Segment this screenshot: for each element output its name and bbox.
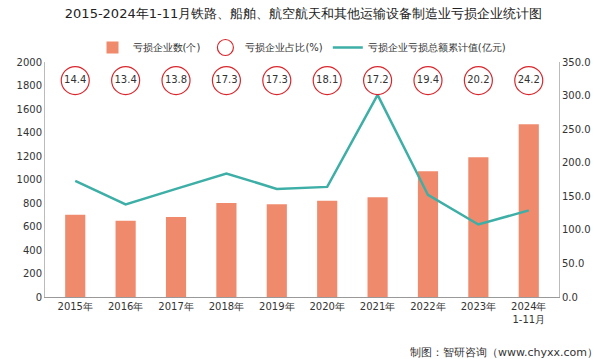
svg-text:14.4: 14.4 bbox=[64, 74, 86, 85]
svg-text:1600: 1600 bbox=[17, 104, 42, 115]
svg-text:800: 800 bbox=[23, 198, 42, 209]
svg-text:17.3: 17.3 bbox=[266, 74, 288, 85]
svg-text:亏损企业占比(%): 亏损企业占比(%) bbox=[245, 42, 322, 53]
svg-text:50.0: 50.0 bbox=[562, 258, 584, 269]
svg-text:2020年: 2020年 bbox=[309, 301, 344, 312]
svg-text:400: 400 bbox=[23, 245, 42, 256]
svg-text:18.1: 18.1 bbox=[316, 74, 338, 85]
svg-text:200: 200 bbox=[23, 268, 42, 279]
svg-text:2018年: 2018年 bbox=[209, 301, 244, 312]
svg-text:1000: 1000 bbox=[17, 174, 42, 185]
svg-text:350.0: 350.0 bbox=[562, 57, 591, 68]
svg-text:1800: 1800 bbox=[17, 80, 42, 91]
svg-text:2019年: 2019年 bbox=[259, 301, 294, 312]
svg-text:600: 600 bbox=[23, 221, 42, 232]
svg-text:2016年: 2016年 bbox=[108, 301, 143, 312]
svg-text:17.3: 17.3 bbox=[215, 74, 237, 85]
svg-text:100.0: 100.0 bbox=[562, 224, 591, 235]
svg-text:17.2: 17.2 bbox=[366, 74, 388, 85]
svg-text:亏损企业亏损总额累计值(亿元): 亏损企业亏损总额累计值(亿元) bbox=[368, 42, 506, 53]
svg-text:2017年: 2017年 bbox=[158, 301, 193, 312]
svg-text:2022年: 2022年 bbox=[410, 301, 445, 312]
svg-text:13.8: 13.8 bbox=[165, 74, 187, 85]
svg-text:20.2: 20.2 bbox=[467, 74, 489, 85]
svg-text:300.0: 300.0 bbox=[562, 90, 591, 101]
svg-text:19.4: 19.4 bbox=[417, 74, 439, 85]
svg-text:2024年1-11月: 2024年1-11月 bbox=[511, 301, 546, 325]
svg-text:150.0: 150.0 bbox=[562, 191, 591, 202]
svg-text:亏损企业数(个): 亏损企业数(个) bbox=[133, 42, 201, 53]
svg-text:0.0: 0.0 bbox=[562, 292, 578, 303]
svg-text:200.0: 200.0 bbox=[562, 157, 591, 168]
svg-text:250.0: 250.0 bbox=[562, 124, 591, 135]
svg-text:1400: 1400 bbox=[17, 127, 42, 138]
svg-text:制图：智研咨询（www.chyxx.com）: 制图：智研咨询（www.chyxx.com） bbox=[410, 346, 598, 359]
svg-text:24.2: 24.2 bbox=[518, 74, 540, 85]
svg-text:2015-2024年1-11月铁路、船舶、航空航天和其他运输: 2015-2024年1-11月铁路、船舶、航空航天和其他运输设备制造业亏损企业统… bbox=[65, 6, 542, 21]
svg-text:2021年: 2021年 bbox=[360, 301, 395, 312]
svg-text:1200: 1200 bbox=[17, 151, 42, 162]
svg-text:2023年: 2023年 bbox=[461, 301, 496, 312]
svg-text:2000: 2000 bbox=[17, 57, 42, 68]
svg-text:2015年: 2015年 bbox=[58, 301, 93, 312]
svg-text:0: 0 bbox=[36, 292, 42, 303]
svg-text:13.4: 13.4 bbox=[114, 74, 136, 85]
